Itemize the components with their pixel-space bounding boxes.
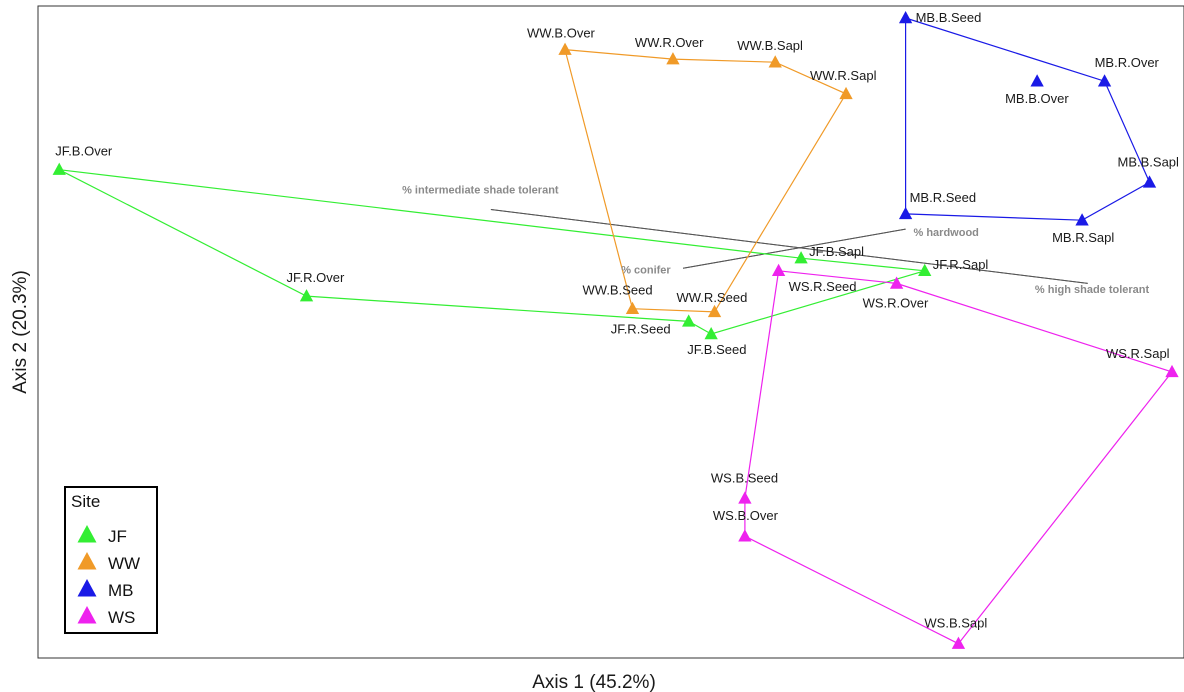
plot-frame	[37, 5, 1184, 659]
label-ws-b-over: WS.B.Over	[713, 508, 779, 523]
vector-high-shade-tolerant	[490, 209, 1088, 284]
point-ws-r-sapl	[1165, 364, 1179, 378]
vector-label-hardwood: % hardwood	[914, 227, 979, 239]
label-jf-b-over: JF.B.Over	[55, 144, 113, 159]
label-ws-b-seed: WS.B.Seed	[711, 470, 778, 485]
point-mb-b-sapl	[1142, 175, 1157, 188]
label-jf-b-seed: JF.B.Seed	[687, 342, 746, 357]
point-mb-r-sapl	[1075, 213, 1089, 226]
point-mb-r-seed	[898, 206, 913, 220]
legend-box	[64, 486, 158, 634]
legend-title: Site	[71, 492, 100, 511]
point-mb-b-seed	[898, 11, 913, 24]
label-mb-b-sapl: MB.B.Sapl	[1118, 154, 1180, 169]
point-jf-r-over	[299, 289, 314, 302]
vector-label-conifer: % conifer	[621, 264, 671, 276]
hull-ws	[744, 270, 1174, 645]
point-ww-b-seed	[625, 301, 640, 314]
label-mb-r-seed: MB.R.Seed	[910, 190, 976, 205]
legend: Site JF WW MB WS	[64, 486, 158, 634]
point-jf-b-sapl	[794, 251, 808, 264]
point-ws-b-over	[738, 529, 752, 542]
vector-label-high-shade-tolerant: % high shade tolerant	[1035, 284, 1150, 296]
point-ww-r-sapl	[839, 86, 853, 100]
point-jf-b-seed	[704, 327, 718, 340]
label-ww-b-sapl: WW.B.Sapl	[737, 38, 803, 53]
label-ww-b-over: WW.B.Over	[527, 26, 596, 41]
legend-label-ww: WW	[108, 554, 140, 573]
label-mb-r-sapl: MB.R.Sapl	[1052, 230, 1114, 245]
point-jf-r-seed	[682, 314, 696, 327]
legend-items: JF WW MB WS	[77, 525, 140, 627]
label-ww-r-sapl: WW.R.Sapl	[810, 68, 877, 83]
legend-marker-ws	[77, 606, 97, 624]
point-ww-b-sapl	[768, 55, 782, 68]
label-ww-r-seed: WW.R.Seed	[677, 290, 748, 305]
label-ws-b-sapl: WS.B.Sapl	[924, 616, 987, 631]
vector-labels: % intermediate shade tolerant % hardwood%…	[402, 185, 1149, 296]
legend-label-jf: JF	[108, 527, 127, 546]
label-jf-r-seed: JF.R.Seed	[611, 321, 671, 336]
vector-conifer	[683, 228, 906, 269]
legend-marker-ww	[77, 552, 97, 570]
label-ws-r-seed: WS.R.Seed	[789, 279, 857, 294]
legend-marker-jf	[77, 525, 97, 543]
point-ws-r-seed	[771, 263, 786, 277]
sample-labels: JF.B.Over JF.R.Over JF.R.Seed JF.B.Seed JF.B…	[55, 10, 1179, 631]
point-jf-b-over	[52, 162, 66, 175]
legend-marker-mb	[77, 579, 97, 597]
vector-label-intermediate-shade-tolerant: % intermediate shade tolerant	[402, 185, 559, 197]
point-jf-r-sapl	[918, 263, 932, 277]
legend-label-ws: WS	[108, 608, 135, 627]
point-ws-b-sapl	[951, 636, 966, 649]
point-ws-b-seed	[738, 491, 752, 504]
env-vectors	[490, 209, 1088, 284]
point-mb-r-over	[1097, 74, 1112, 87]
sample-points	[52, 11, 1179, 649]
label-jf-b-sapl: JF.B.Sapl	[809, 244, 864, 259]
hull-ww	[564, 48, 847, 313]
label-jf-r-over: JF.R.Over	[287, 270, 345, 285]
hull-mb	[904, 17, 1151, 221]
label-mb-b-seed: MB.B.Seed	[916, 10, 982, 25]
point-ww-r-over	[666, 52, 680, 65]
label-mb-b-over: MB.B.Over	[1005, 91, 1069, 106]
label-ws-r-sapl: WS.R.Sapl	[1106, 346, 1170, 361]
point-ww-b-over	[558, 42, 572, 55]
label-mb-r-over: MB.R.Over	[1095, 55, 1160, 70]
point-ws-r-over	[889, 276, 904, 289]
label-ww-b-seed: WW.B.Seed	[583, 283, 653, 298]
y-axis-title: Axis 2 (20.3%)	[10, 270, 31, 394]
label-ws-r-over: WS.R.Over	[863, 295, 929, 310]
x-axis-title: Axis 1 (45.2%)	[532, 672, 656, 692]
legend-label-mb: MB	[108, 581, 134, 600]
label-jf-r-sapl: JF.R.Sapl	[933, 257, 989, 272]
label-ww-r-over: WW.R.Over	[635, 35, 704, 50]
point-mb-b-over	[1030, 74, 1044, 87]
point-ww-r-seed	[707, 304, 722, 318]
